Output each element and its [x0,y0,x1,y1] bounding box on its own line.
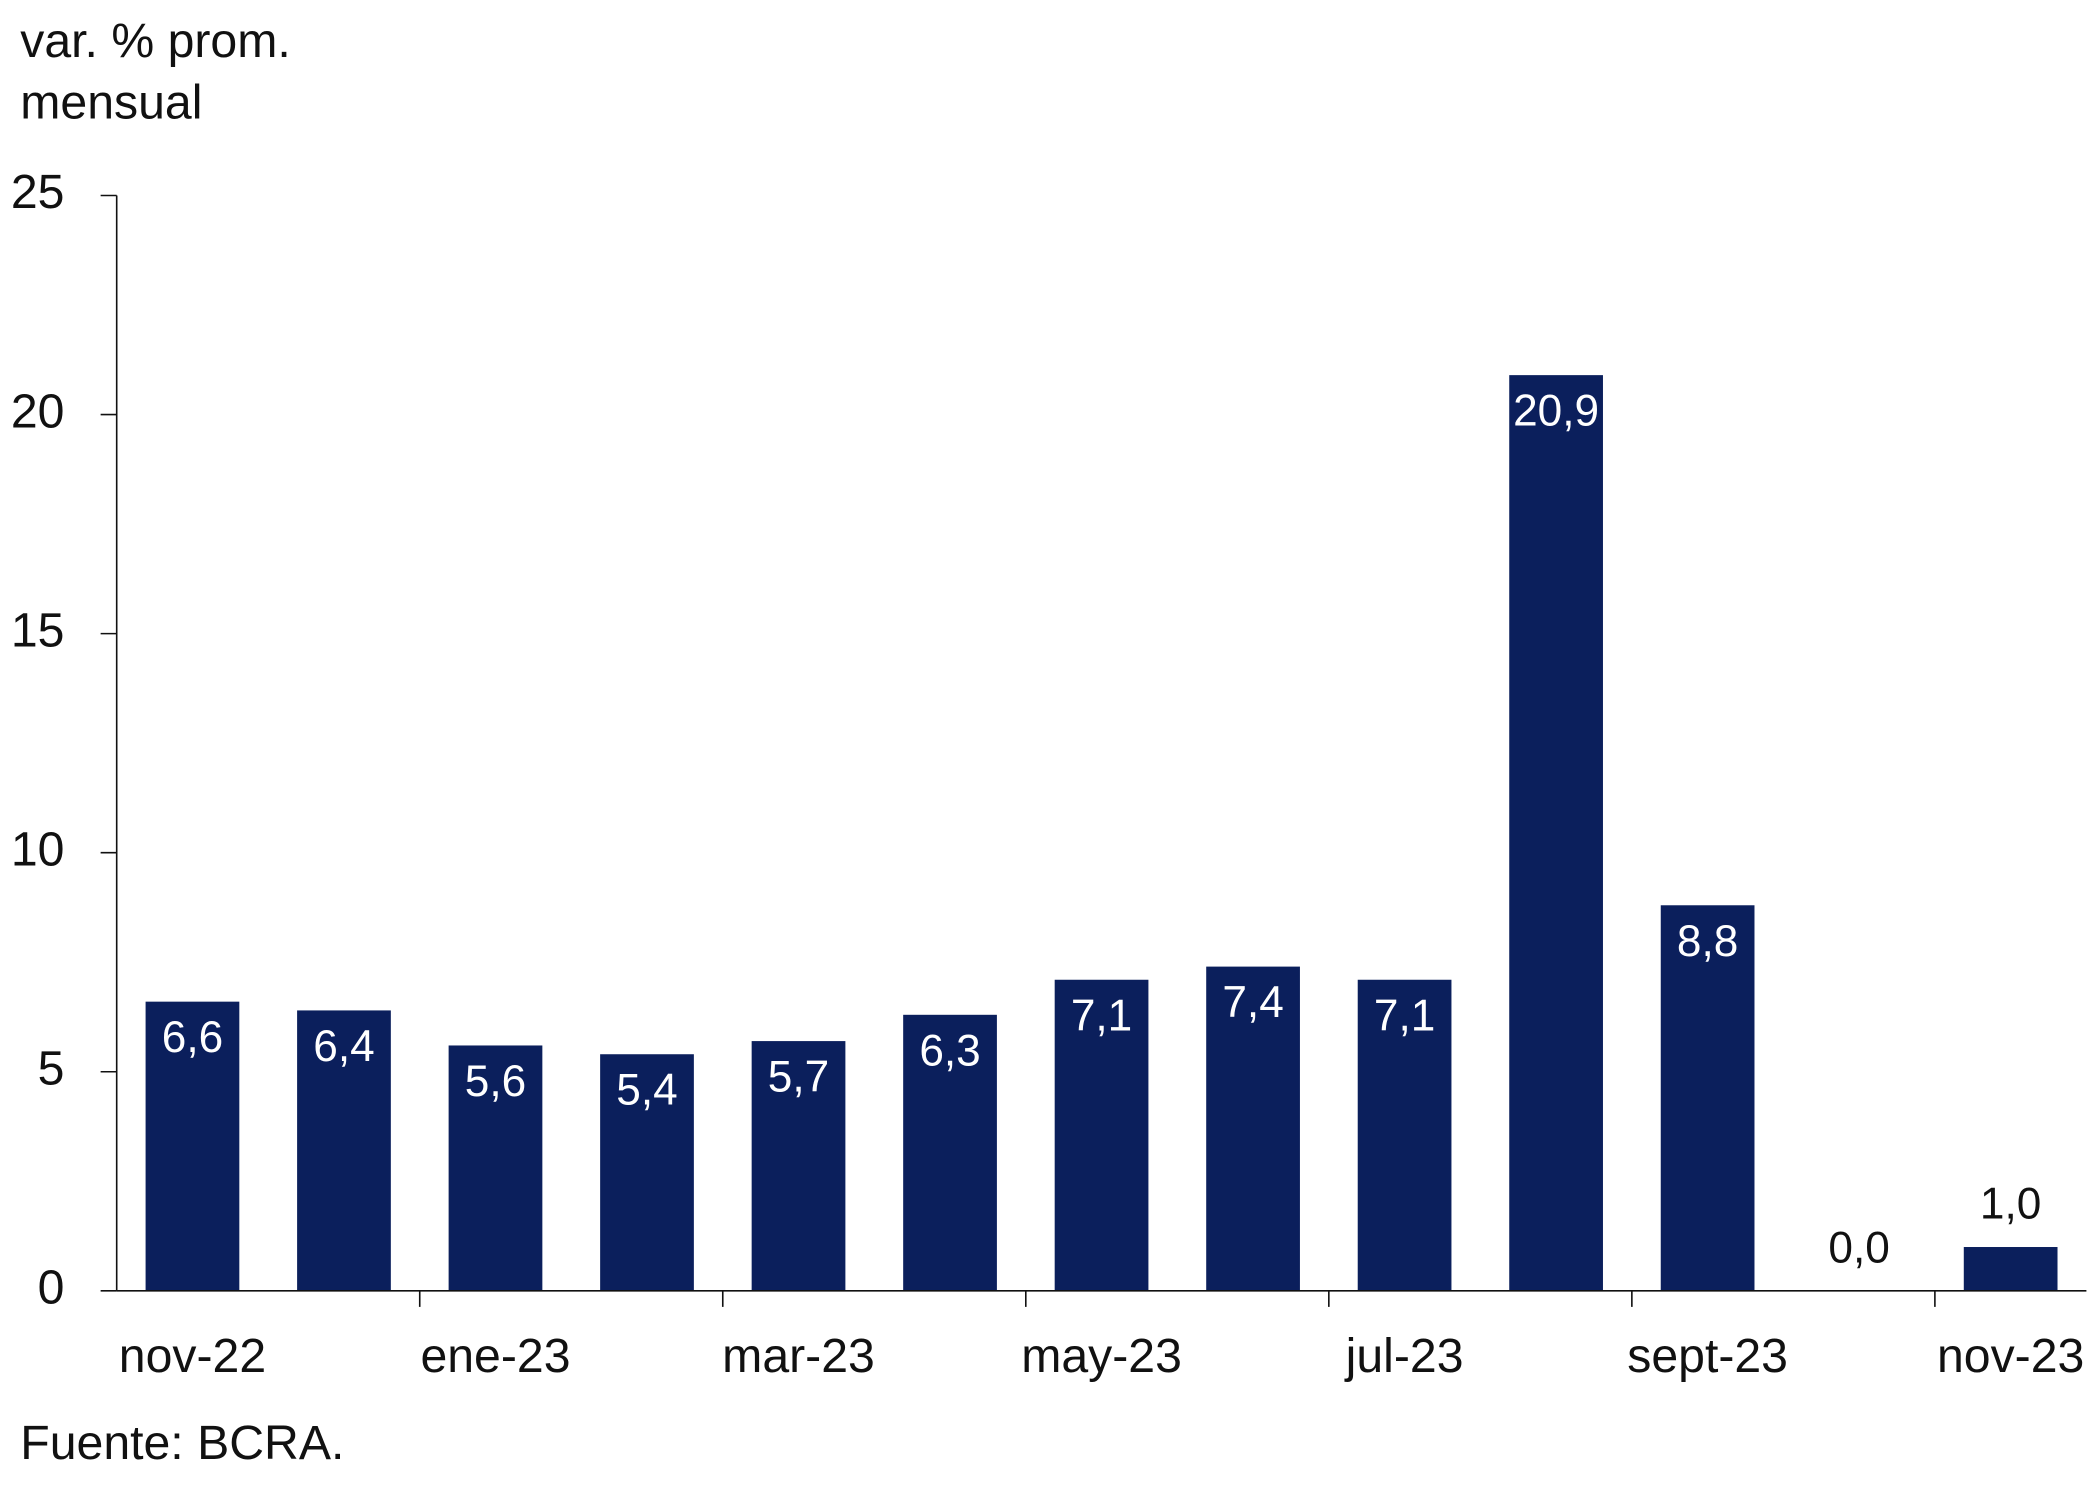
x-tick-label: jul-23 [1344,1329,1464,1383]
bar [1357,979,1452,1291]
value-label: 0,0 [1828,1223,1889,1272]
value-label: 5,4 [616,1066,677,1115]
bar [1206,966,1300,1291]
bar [1660,905,1755,1291]
y-tick-label: 5 [38,1041,65,1095]
value-label: 5,7 [768,1053,829,1102]
x-tick-label: may-23 [1021,1329,1182,1383]
x-tick-label: nov-22 [119,1329,266,1383]
bar [297,1010,391,1291]
bar [448,1045,543,1291]
bar [145,1001,240,1291]
y-axis-title: mensual [20,76,202,130]
bar [751,1041,846,1291]
bar [600,1054,694,1291]
value-label: 7,1 [1071,991,1132,1040]
x-tick-label: nov-23 [1937,1329,2084,1383]
bar [1054,979,1149,1291]
y-tick-label: 10 [11,822,65,876]
value-label: 1,0 [1980,1180,2041,1229]
y-tick-label: 20 [11,384,65,438]
x-tick-label: sept-23 [1627,1329,1788,1383]
value-label: 6,6 [162,1013,223,1062]
bar [1963,1247,2058,1291]
value-label: 20,9 [1513,387,1599,436]
y-axis-title: var. % prom. [20,14,290,68]
x-tick-label: ene-23 [420,1329,570,1383]
value-label: 6,3 [919,1026,980,1075]
bar [1509,375,1603,1291]
value-label: 7,4 [1222,978,1283,1027]
value-label: 6,4 [313,1022,374,1071]
value-label: 5,6 [465,1057,526,1106]
value-label: 7,1 [1374,991,1435,1040]
x-tick-label: mar-23 [722,1329,875,1383]
y-tick-label: 0 [38,1261,65,1315]
y-tick-label: 15 [11,603,65,657]
source-note: Fuente: BCRA. [20,1416,344,1470]
y-tick-label: 25 [11,165,65,219]
value-label: 8,8 [1677,917,1738,966]
bar [903,1014,997,1291]
